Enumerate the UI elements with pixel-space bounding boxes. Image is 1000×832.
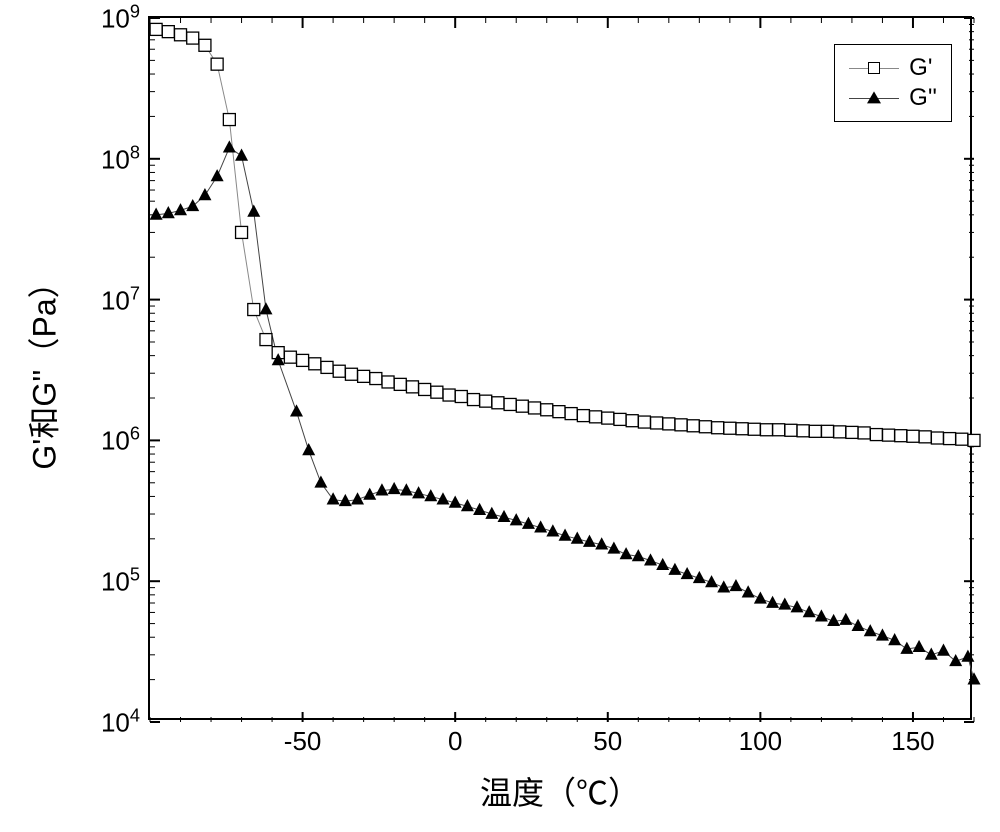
triangle-filled-icon <box>867 91 881 103</box>
x-tick-label: 100 <box>739 718 782 757</box>
square-open-icon <box>868 62 880 74</box>
y-axis-title: G'和G''（Pa） <box>19 266 65 469</box>
legend-label-g-prime: G' <box>909 54 932 82</box>
legend-label-g-double-prime: G'' <box>909 84 937 112</box>
y-tick-label: 108 <box>101 142 150 175</box>
y-tick-label: 106 <box>101 424 150 457</box>
chart-container: -50 0 50 100 150 104 105 106 107 108 109 G'和G''（Pa… <box>0 0 1000 832</box>
x-tick-label: -50 <box>284 718 322 757</box>
y-tick-label: 107 <box>101 283 150 316</box>
y-tick-label: 104 <box>101 706 150 739</box>
y-tick-label: 109 <box>101 2 150 35</box>
x-tick-label: 150 <box>891 718 934 757</box>
y-tick-label: 105 <box>101 565 150 598</box>
legend: G' G'' <box>834 44 952 122</box>
x-axis-title: 温度（℃） <box>480 768 640 814</box>
legend-line-g-double-prime <box>849 98 899 99</box>
legend-line-g-prime <box>849 68 899 69</box>
legend-item-g-prime: G' <box>849 53 937 83</box>
legend-item-g-double-prime: G'' <box>849 83 937 113</box>
x-tick-label: 50 <box>593 718 622 757</box>
x-tick-label: 0 <box>448 718 462 757</box>
plot-svg <box>150 18 974 722</box>
